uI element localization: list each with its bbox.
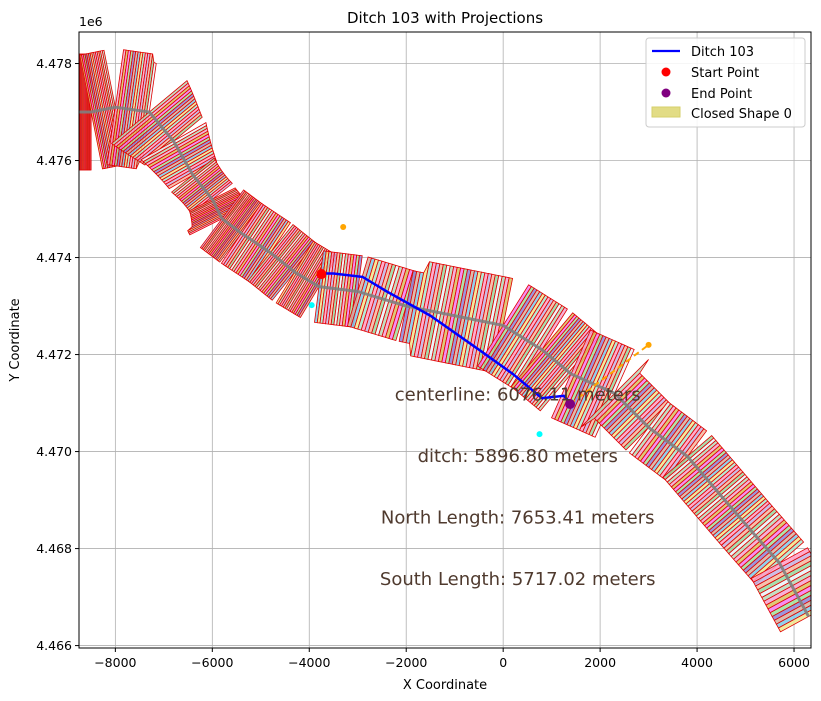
y-tick-label: 4.466 xyxy=(36,638,72,653)
projection-line xyxy=(569,344,650,405)
legend-patch-swatch xyxy=(651,106,681,118)
legend-end-swatch xyxy=(661,88,671,98)
centerline xyxy=(79,105,810,618)
legend-start-swatch xyxy=(661,67,671,77)
legend-label-closed-shape: Closed Shape 0 xyxy=(691,107,792,122)
projection-marker xyxy=(645,341,652,348)
shape-segment xyxy=(765,580,811,610)
start-point xyxy=(316,269,327,280)
series-layer xyxy=(79,105,810,618)
projection-marker xyxy=(308,302,315,309)
projection-marker xyxy=(536,431,543,438)
y-tick-label: 4.476 xyxy=(36,153,72,168)
shape-segment xyxy=(777,609,811,633)
x-tick-label: 2000 xyxy=(584,655,616,670)
x-tick-label: −2000 xyxy=(385,655,427,670)
shape-segment xyxy=(79,53,80,171)
x-tick-label: −8000 xyxy=(94,655,136,670)
x-tick-label: 6000 xyxy=(778,655,810,670)
y-tick-label: 4.472 xyxy=(36,347,72,362)
annotation-north-length: North Length: 7653.41 meters xyxy=(381,507,655,528)
y-axis-label: Y Coordinate xyxy=(8,298,23,382)
shape-segment xyxy=(763,575,811,606)
x-tick-label: −4000 xyxy=(288,655,330,670)
annotation-centerline: centerline: 6076.11 meters xyxy=(395,385,641,406)
shape-segment xyxy=(759,565,811,599)
x-tick-label: 0 xyxy=(499,655,507,670)
x-tick-label: −6000 xyxy=(191,655,233,670)
y-tick-label: 4.478 xyxy=(36,56,72,71)
legend: Ditch 103 Start Point End Point Closed S… xyxy=(645,37,806,128)
end-point xyxy=(565,399,576,410)
x-axis-ticks: −8000 −6000 −4000 −2000 0 2000 4000 6000 xyxy=(94,648,810,670)
y-axis-ticks: 4.466 4.468 4.470 4.472 4.474 4.476 4.478 xyxy=(36,56,79,653)
shape-segment xyxy=(77,54,78,170)
shape-segment xyxy=(761,570,811,602)
y-offset-label: 1e6 xyxy=(79,14,103,29)
legend-box xyxy=(645,37,806,128)
legend-label-end: End Point xyxy=(691,87,752,102)
legend-label-start: Start Point xyxy=(691,66,759,81)
legend-label-ditch: Ditch 103 xyxy=(691,45,754,60)
annotation-ditch: ditch: 5896.80 meters xyxy=(418,446,618,467)
y-tick-label: 4.470 xyxy=(36,444,72,459)
axes-frame xyxy=(78,31,812,649)
x-tick-label: 4000 xyxy=(681,655,713,670)
projection-marker xyxy=(340,223,347,230)
y-tick-label: 4.468 xyxy=(36,541,72,556)
y-tick-label: 4.474 xyxy=(36,250,72,265)
shape-segment xyxy=(775,604,811,629)
annotation-south-length: South Length: 5717.02 meters xyxy=(380,569,656,590)
ditch-line xyxy=(321,272,572,404)
shape-segment xyxy=(767,585,811,614)
annotation-layer: centerline: 6076.11 meters ditch: 5896.8… xyxy=(380,385,656,590)
shape-segment xyxy=(769,589,811,618)
chart-title: Ditch 103 with Projections xyxy=(347,9,543,27)
x-axis-label: X Coordinate xyxy=(403,678,487,693)
shape-segment xyxy=(757,560,811,595)
